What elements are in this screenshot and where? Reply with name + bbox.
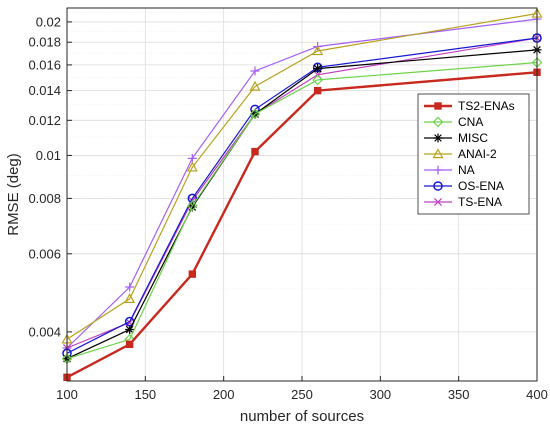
legend-entry-ts-ena: TS-ENA [424, 195, 502, 209]
series-line-cna [66, 61, 538, 360]
os-ena-marker [187, 193, 198, 204]
series-line-ts2-enas [66, 71, 538, 379]
legend-ts-ena-marker [433, 197, 443, 207]
y-tick-label: 0.02 [36, 14, 61, 29]
x-tick-label: 100 [56, 387, 78, 402]
misc-marker [125, 325, 135, 335]
legend-entry-misc: MISC [424, 131, 488, 145]
series-line-os-ena [66, 37, 538, 354]
ts2-enas-marker [251, 147, 259, 156]
series-line-anai-2 [66, 12, 538, 340]
anai-2-marker [312, 45, 324, 56]
x-tick-label: 300 [369, 387, 391, 402]
misc-marker [313, 64, 323, 74]
y-axis-label: RMSE (deg) [5, 153, 22, 236]
anai-2-marker [186, 161, 198, 172]
ts2-enas-marker [313, 86, 322, 95]
legend-entry-cna: CNA [424, 115, 483, 129]
legend-label: NA [458, 163, 475, 177]
legend-ts2-enas-marker [434, 102, 442, 110]
legend-label: TS-ENA [458, 195, 502, 209]
legend-label: ANAI-2 [458, 147, 497, 161]
legend-label: CNA [458, 115, 483, 129]
y-tick-label: 0.012 [28, 113, 61, 128]
legend-entry-anai-2: ANAI-2 [424, 147, 497, 161]
y-axis-ticks: 0.004 0.006 0.008 0.01 0.012 0.014 0.016 0.018 0… [28, 14, 72, 339]
legend-anai-2-marker [432, 148, 444, 159]
legend-label: OS-ENA [458, 179, 504, 193]
anai-2-marker [124, 293, 136, 304]
x-tick-label: 150 [134, 387, 156, 402]
legend-misc-marker [433, 133, 443, 143]
series-cna [61, 57, 543, 365]
na-marker [187, 153, 197, 163]
x-tick-label: 250 [291, 387, 313, 402]
y-tick-label: 0.008 [28, 191, 61, 206]
legend-entry-os-ena: OS-ENA [424, 179, 504, 193]
legend-entry-ts2-enas: TS2-ENAs [424, 99, 515, 113]
legend-na-marker [433, 165, 443, 175]
x-tick-label: 200 [213, 387, 235, 402]
y-tick-label: 0.006 [28, 246, 61, 261]
x-axis-ticks: 100 150 200 250 300 350 400 [56, 376, 548, 402]
anai-2-marker [249, 80, 261, 91]
series-group [61, 7, 543, 382]
na-marker [125, 282, 135, 292]
cna-marker [249, 108, 261, 120]
y-tick-label: 0.01 [36, 148, 61, 163]
x-tick-label: 400 [526, 387, 548, 402]
x-tick-label: 350 [448, 387, 470, 402]
ts2-enas-marker [125, 340, 134, 349]
na-marker [250, 66, 260, 76]
y-tick-label: 0.004 [28, 324, 61, 339]
legend-cna-marker [432, 116, 444, 128]
legend: TS2-ENAs CNA MISC ANAI-2 NA OS-ENA TS-ENA [417, 93, 530, 215]
y-tick-label: 0.016 [28, 57, 61, 72]
legend-label: TS2-ENAs [458, 99, 515, 113]
series-line-na [66, 18, 538, 349]
ts2-enas-marker [188, 270, 197, 278]
legend-os-ena-marker [433, 181, 443, 191]
y-tick-label: 0.014 [28, 83, 61, 98]
cna-marker [186, 200, 198, 212]
x-axis-label: number of sources [240, 408, 364, 425]
legend-label: MISC [458, 131, 488, 145]
legend-entry-na: NA [424, 163, 475, 177]
y-tick-label: 0.018 [28, 35, 61, 50]
cna-marker [312, 74, 324, 86]
